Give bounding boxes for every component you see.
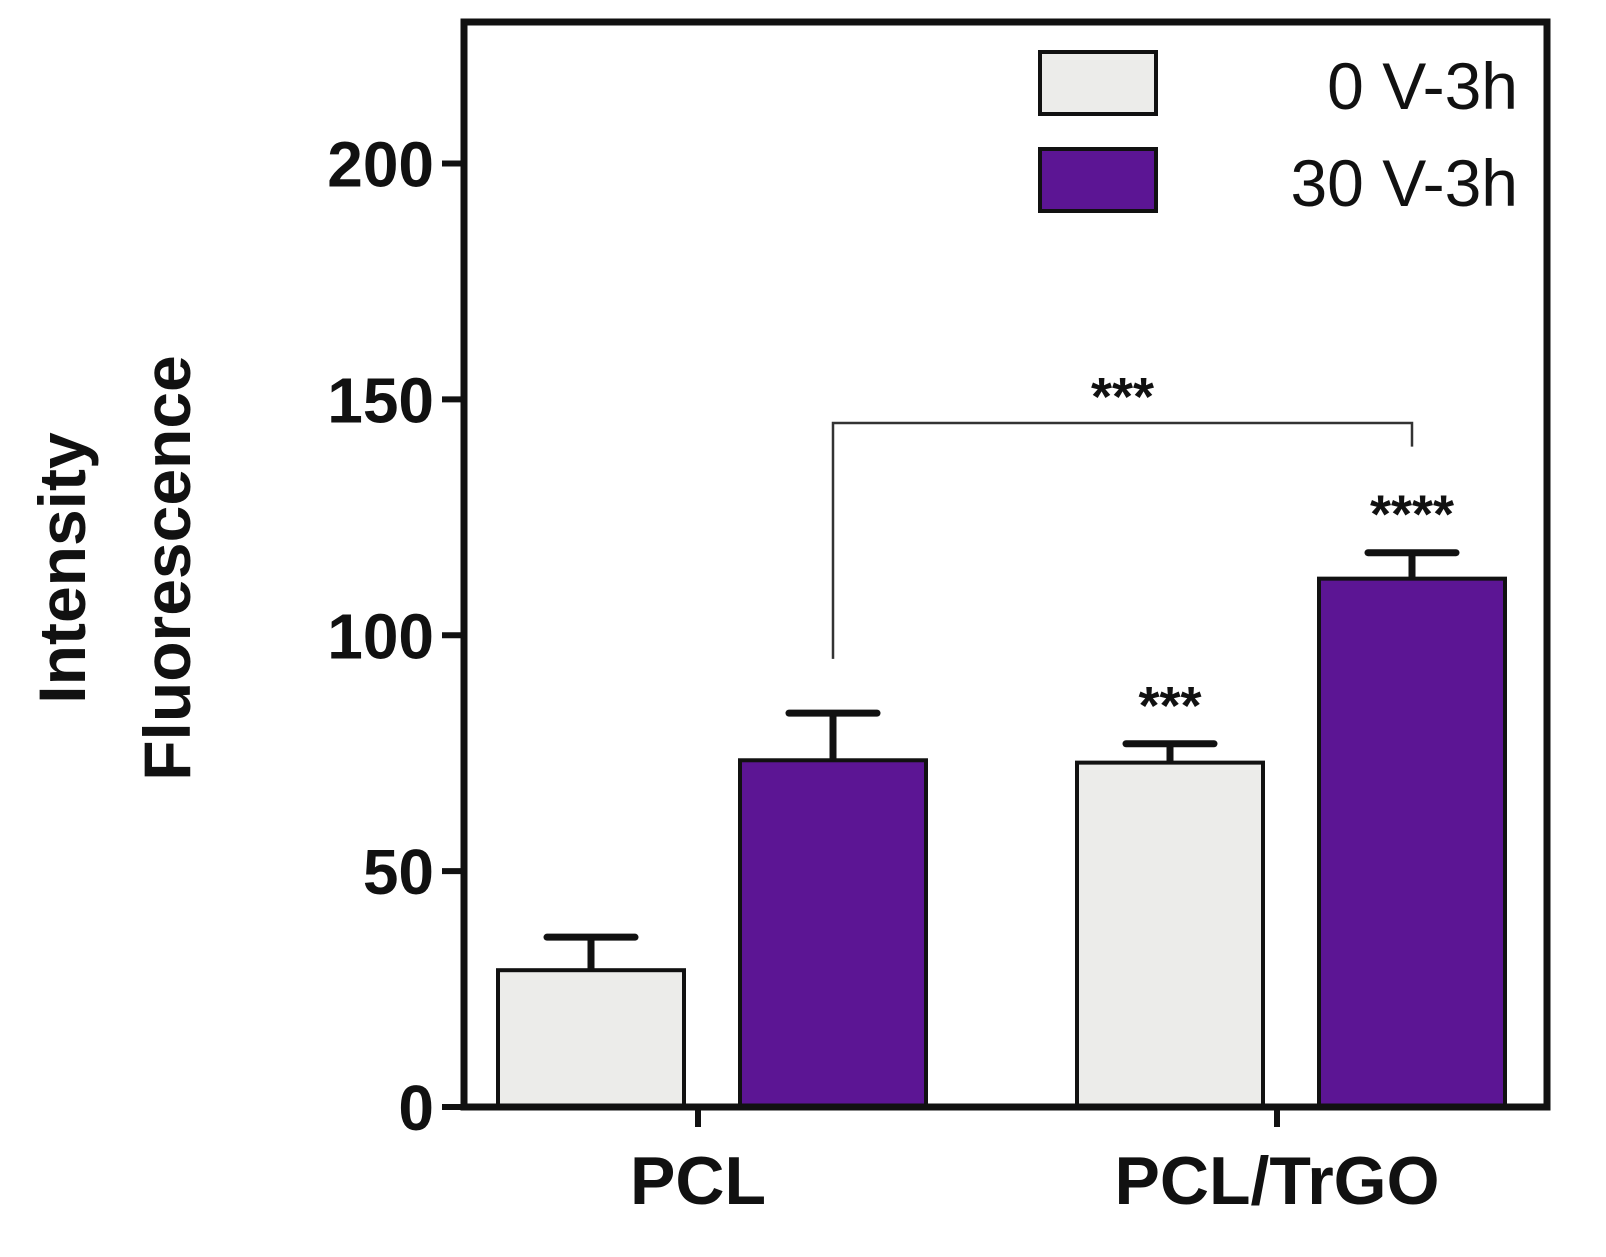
y-axis-label-line-2: Fluorescence (130, 355, 204, 781)
y-axis-label-line-1: Intensity (25, 432, 99, 704)
significance-label: *** (1138, 676, 1201, 736)
legend-label-series-2: 30 V-3h (1290, 146, 1518, 220)
y-axis-label: Intensity Fluorescence (25, 355, 204, 781)
bar-pcl-series-2 (738, 758, 928, 1109)
axes-group: 0 50 100 150 200 PCL PCL/TrGO (327, 18, 1551, 1219)
x-tick-label: PCL/TrGO (1115, 1143, 1440, 1219)
plot-frame (460, 18, 1551, 1111)
significance-label: **** (1370, 485, 1454, 545)
significance-bracket (831, 421, 1414, 659)
y-tick-label: 100 (327, 600, 434, 672)
legend-swatch-series-1 (1038, 50, 1158, 116)
bar-pcl-series-1 (496, 968, 686, 1110)
y-tick-label: 150 (327, 364, 434, 436)
x-tick-label: PCL (630, 1143, 766, 1219)
y-tick-label: 50 (363, 836, 434, 908)
y-tick-label: 0 (398, 1072, 434, 1144)
significance-bracket-label: *** (1091, 367, 1154, 427)
bar-pcl-trgo-series-1 (1075, 760, 1265, 1109)
error-bars-group (543, 549, 1460, 971)
y-tick-label: 200 (327, 129, 434, 201)
legend-swatch-series-2 (1038, 147, 1158, 213)
bars-group (496, 576, 1507, 1110)
bar-pcl-trgo-series-2 (1317, 576, 1507, 1109)
legend: 0 V-3h 30 V-3h (1038, 49, 1518, 220)
legend-label-series-1: 0 V-3h (1327, 49, 1518, 123)
significance-annotations: ********** (831, 367, 1454, 736)
